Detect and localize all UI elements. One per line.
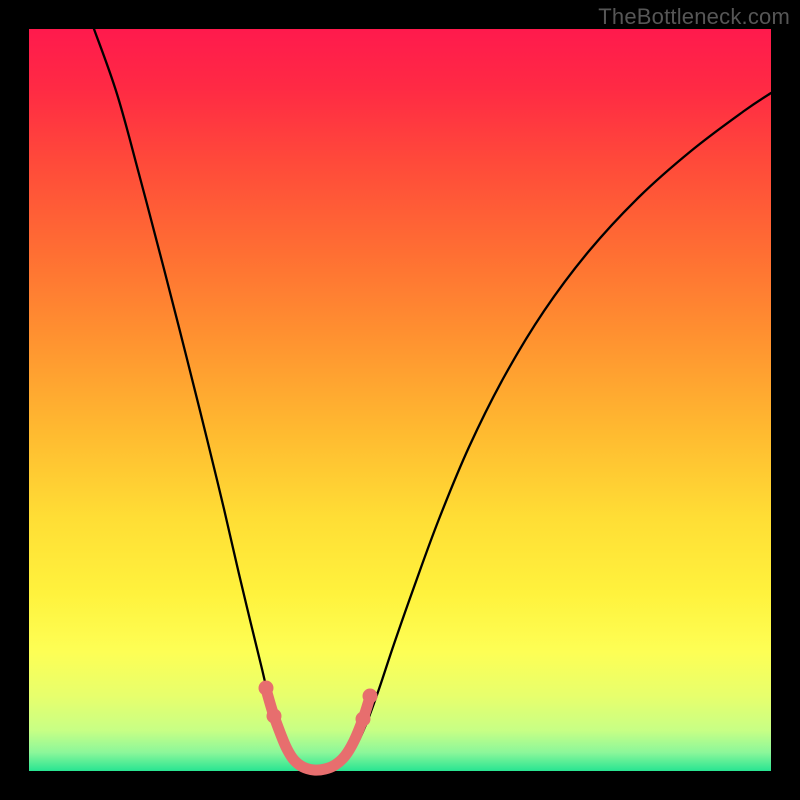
bottleneck-chart-svg <box>0 0 800 800</box>
highlight-dot <box>363 689 378 704</box>
highlight-dot <box>267 709 282 724</box>
highlight-dot <box>356 712 371 727</box>
highlight-dot <box>259 681 274 696</box>
plot-background <box>29 29 771 771</box>
chart-stage: TheBottleneck.com <box>0 0 800 800</box>
watermark-text: TheBottleneck.com <box>598 4 790 30</box>
